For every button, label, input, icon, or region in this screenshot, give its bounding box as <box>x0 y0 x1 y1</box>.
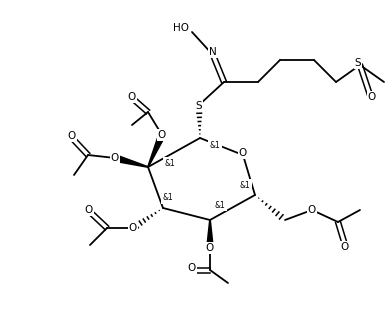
Text: O: O <box>188 263 196 273</box>
Text: O: O <box>368 92 376 102</box>
Polygon shape <box>114 154 148 168</box>
Text: O: O <box>85 205 93 215</box>
Text: O: O <box>128 92 136 102</box>
Polygon shape <box>206 220 214 248</box>
Text: S: S <box>196 101 202 111</box>
Text: S: S <box>355 58 361 68</box>
Text: &1: &1 <box>210 141 221 149</box>
Text: &1: &1 <box>215 201 225 210</box>
Text: O: O <box>68 131 76 141</box>
Text: HO: HO <box>173 23 189 33</box>
Text: N: N <box>209 47 217 57</box>
Text: O: O <box>341 242 349 252</box>
Text: &1: &1 <box>165 158 175 168</box>
Text: &1: &1 <box>163 193 173 203</box>
Polygon shape <box>147 133 166 167</box>
Text: O: O <box>129 223 137 233</box>
Text: O: O <box>111 153 119 163</box>
Text: O: O <box>158 130 166 140</box>
Text: O: O <box>308 205 316 215</box>
Text: O: O <box>239 148 247 158</box>
Text: &1: &1 <box>240 181 251 190</box>
Text: O: O <box>206 243 214 253</box>
